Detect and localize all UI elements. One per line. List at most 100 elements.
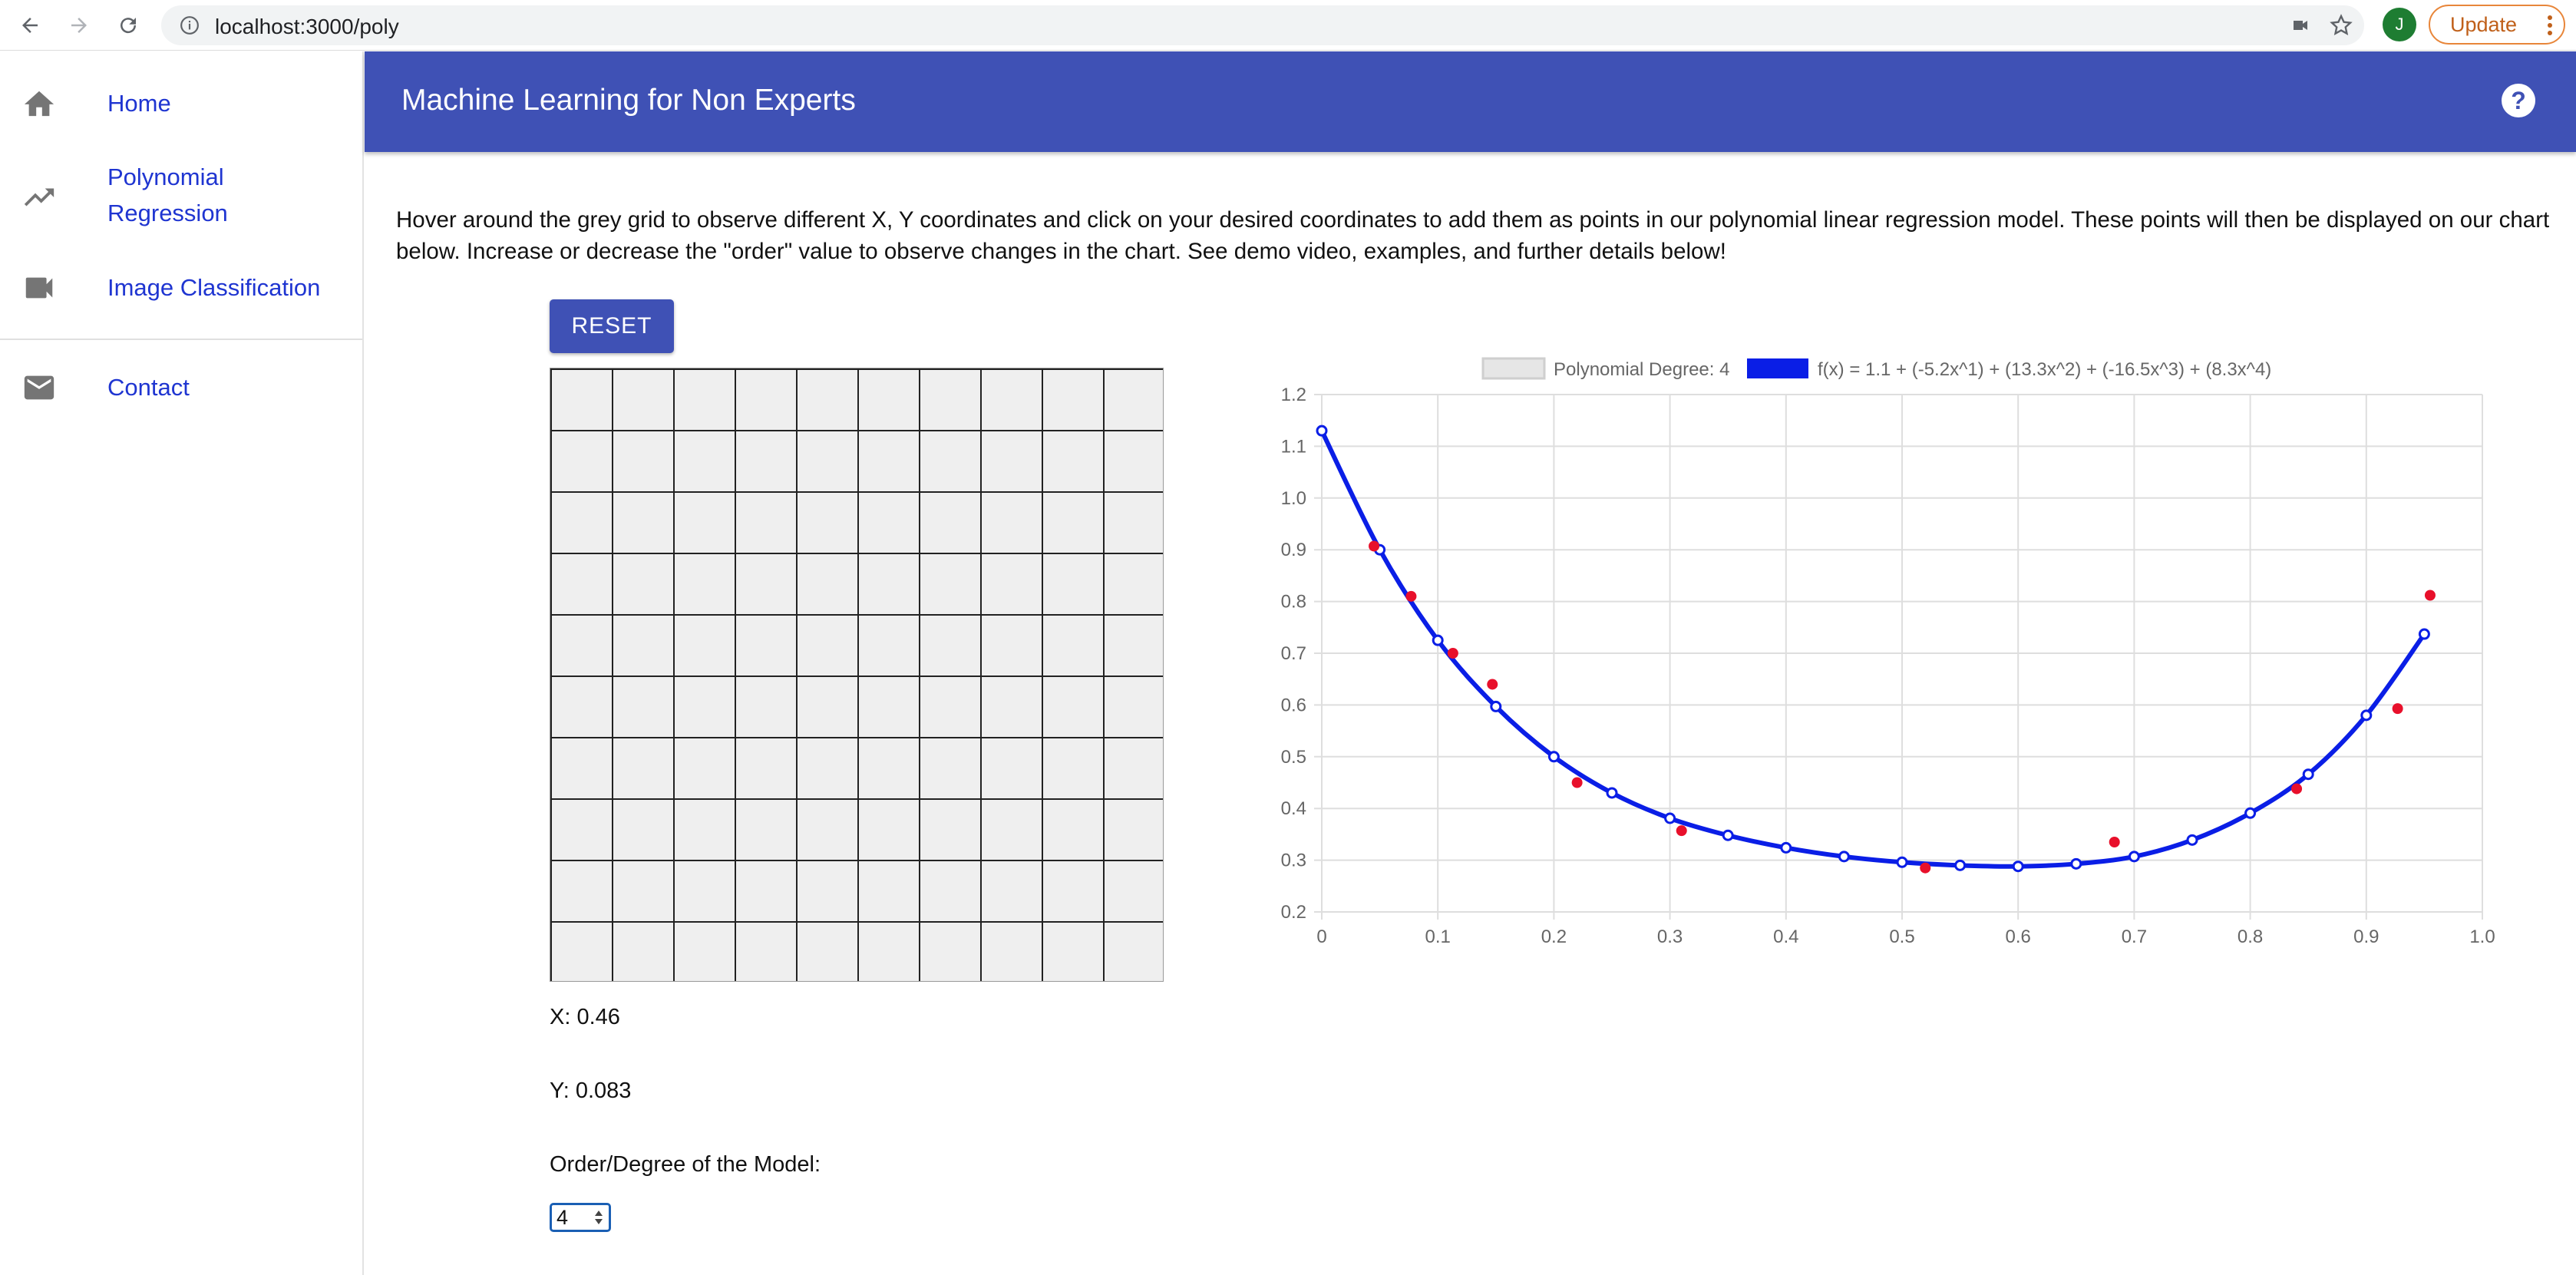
update-button[interactable]: Update xyxy=(2429,5,2565,45)
data-point xyxy=(1571,777,1583,788)
y-tick-label: 0.9 xyxy=(1281,540,1306,560)
reload-icon xyxy=(121,18,137,34)
curve-point xyxy=(1896,856,1908,868)
instructions-text: Hover around the grey grid to observe di… xyxy=(396,207,2550,264)
page-title: Machine Learning for Non Experts xyxy=(401,84,856,117)
y-tick-label: 0.6 xyxy=(1281,695,1306,715)
curve-point xyxy=(2302,768,2314,781)
x-tick-label: 0.6 xyxy=(2006,927,2031,947)
regression-chart: 0 0.1 0.2 0.3 0.4 0.5 0.6 0.7 0.8 0.9 1.0 0.2 0.3 0.4… xyxy=(1281,357,2495,947)
videocam-icon xyxy=(25,277,53,299)
x-tick-label: 0 xyxy=(1316,927,1326,947)
arrow-left-icon xyxy=(22,18,38,33)
legend-swatch-function xyxy=(1747,358,1808,378)
address-bar[interactable]: localhost:3000/poly xyxy=(161,5,2364,45)
y-tick-label: 1.2 xyxy=(1281,385,1306,405)
mail-icon xyxy=(24,375,54,400)
curve-point xyxy=(2186,834,2198,846)
help-button[interactable]: ? xyxy=(2502,84,2535,117)
sidebar-item-label: Contact xyxy=(107,374,190,401)
x-tick-label: 0.3 xyxy=(1657,927,1683,947)
arrow-right-icon xyxy=(71,18,87,33)
order-input[interactable]: 4 xyxy=(550,1203,611,1232)
reset-button[interactable]: RESET xyxy=(550,299,674,353)
legend-label-function: f(x) = 1.1 + (-5.2x^1) + (13.3x^2) + (-1… xyxy=(1818,359,2271,380)
data-point xyxy=(2424,590,2436,601)
curve-point xyxy=(2418,628,2430,640)
help-icon: ? xyxy=(2511,86,2526,114)
sidebar-item-contact[interactable]: Contact xyxy=(0,366,362,409)
data-point xyxy=(2109,837,2120,848)
spinner-arrows-icon[interactable] xyxy=(593,1208,604,1227)
x-tick-label: 0.4 xyxy=(1773,927,1798,947)
data-point xyxy=(1405,590,1417,602)
curve-point xyxy=(1838,851,1850,863)
curve-point xyxy=(2360,709,2373,722)
back-button[interactable] xyxy=(12,8,48,43)
coordinate-grid[interactable] xyxy=(550,368,1164,982)
curve-point xyxy=(1722,829,1734,841)
x-tick-label: 1.0 xyxy=(2469,927,2495,947)
sidebar-divider xyxy=(0,339,362,340)
curve-point xyxy=(1432,634,1444,646)
data-point xyxy=(2392,703,2403,715)
home-icon xyxy=(24,91,54,117)
forward-button[interactable] xyxy=(61,8,97,43)
y-tick-label: 0.2 xyxy=(1281,902,1306,923)
x-tick-label: 0.9 xyxy=(2353,927,2379,947)
profile-avatar[interactable]: J xyxy=(2383,8,2416,41)
legend-swatch-degree xyxy=(1481,357,1546,380)
url-text[interactable]: localhost:3000/poly xyxy=(215,15,399,38)
sidebar-item-home[interactable]: Home xyxy=(0,82,362,125)
curve-point xyxy=(2244,807,2257,819)
curve-point xyxy=(1606,787,1618,799)
order-label: Order/Degree of the Model: xyxy=(550,1152,821,1177)
x-tick-label: 0.8 xyxy=(2237,927,2263,947)
curve-point xyxy=(1316,424,1328,437)
x-tick-label: 0.1 xyxy=(1425,927,1451,947)
app-bar: Machine Learning for Non Experts ? xyxy=(365,51,2576,152)
curve-point xyxy=(2070,857,2082,870)
x-tick-label: 0.2 xyxy=(1541,927,1567,947)
y-tick-label: 1.1 xyxy=(1281,436,1306,457)
curve-point xyxy=(1954,859,1967,871)
y-tick-label: 0.4 xyxy=(1281,798,1306,819)
data-point xyxy=(1920,862,1931,874)
data-point xyxy=(1447,648,1458,659)
sidebar-item-polynomial-regression[interactable]: Polynomial Regression xyxy=(0,159,362,236)
data-point xyxy=(1369,540,1380,552)
sidebar-item-label-line2: Regression xyxy=(107,200,228,226)
star-icon[interactable] xyxy=(2329,13,2353,38)
x-tick-label: 0.5 xyxy=(1889,927,1914,947)
trending-up-icon xyxy=(24,188,54,206)
curve-point xyxy=(1490,700,1502,712)
y-tick-label: 0.8 xyxy=(1281,592,1306,613)
camera-icon[interactable] xyxy=(2289,16,2312,35)
data-point xyxy=(2291,783,2303,794)
y-tick-label: 0.5 xyxy=(1281,747,1306,768)
sidebar: Home Polynomial Regression Image Classif… xyxy=(0,51,364,1275)
x-coordinate-readout: X: 0.46 xyxy=(550,1005,620,1029)
regression-curve xyxy=(1319,429,2426,869)
browser-toolbar: localhost:3000/poly J Update xyxy=(0,0,2576,51)
sidebar-item-label-line1: Polynomial xyxy=(107,164,224,190)
sidebar-item-label: Home xyxy=(107,90,171,117)
y-coordinate-readout: Y: 0.083 xyxy=(550,1078,632,1103)
curve-point xyxy=(1780,841,1792,854)
info-icon[interactable] xyxy=(180,15,200,35)
data-point xyxy=(1676,825,1687,837)
sidebar-item-image-classification[interactable]: Image Classification xyxy=(0,266,362,309)
more-vert-icon xyxy=(2548,15,2552,35)
sidebar-item-label: Image Classification xyxy=(107,274,321,301)
curve-point xyxy=(2128,851,2140,863)
curve-point xyxy=(1664,812,1676,824)
reload-button[interactable] xyxy=(111,8,146,43)
legend-label-degree: Polynomial Degree: 4 xyxy=(1554,359,1729,380)
update-label: Update xyxy=(2450,12,2518,36)
y-tick-label: 0.7 xyxy=(1281,643,1306,664)
y-tick-label: 1.0 xyxy=(1281,488,1306,509)
order-value: 4 xyxy=(556,1206,569,1229)
curve-point xyxy=(2012,860,2024,873)
curve-point xyxy=(1547,751,1560,763)
y-tick-label: 0.3 xyxy=(1281,851,1306,871)
